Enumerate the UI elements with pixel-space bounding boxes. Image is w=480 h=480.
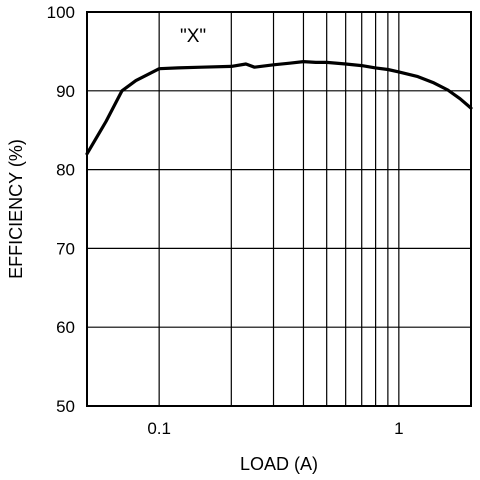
y-tick-label: 90 <box>56 82 75 101</box>
x-tick-label: 1 <box>394 419 403 438</box>
x-tick-label: 0.1 <box>147 419 171 438</box>
x-axis-title: LOAD (A) <box>240 454 318 474</box>
y-tick-label: 70 <box>56 239 75 258</box>
curve-layer <box>85 59 473 156</box>
grid-layer <box>87 11 471 407</box>
y-tick-label: 50 <box>56 397 75 416</box>
y-tick-label: 60 <box>56 318 75 337</box>
plot-frame <box>86 11 472 407</box>
efficiency-curve-0 <box>85 59 473 156</box>
chart-annotation: "X" <box>180 26 206 47</box>
y-tick-label: 80 <box>56 161 75 180</box>
y-axis-title: EFFICIENCY (%) <box>6 139 26 279</box>
tick-label-layer: 50 60 70 80 90 100 0.1 1 <box>47 3 404 438</box>
y-tick-label: 100 <box>47 3 75 22</box>
